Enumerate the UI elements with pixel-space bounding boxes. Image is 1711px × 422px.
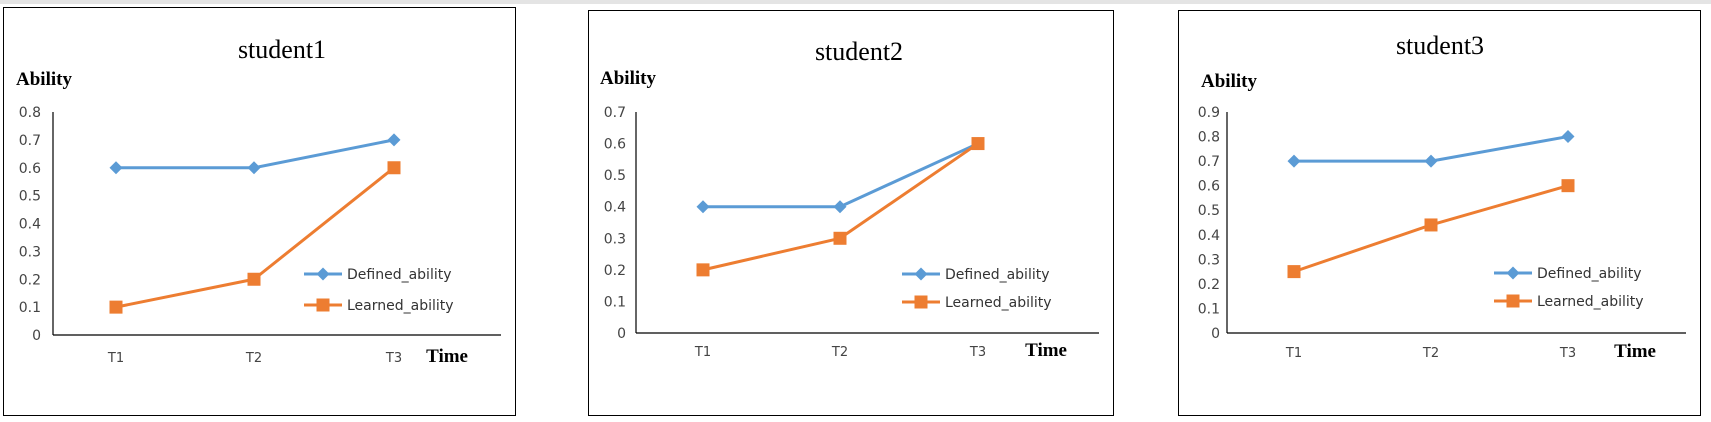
x-tick-label: T1 [1285, 346, 1302, 361]
y-tick-label: 0.6 [1198, 179, 1220, 195]
x-tick-label: T3 [969, 345, 986, 360]
y-tick-label: 0.1 [604, 294, 626, 310]
chart-panel-student1: student1 Ability Time 0 0.1 0.2 0.3 0.4 0.5 0.6 0.… [3, 7, 516, 416]
y-tick-label: 0.5 [1198, 203, 1220, 219]
data-point-Defined_ability [696, 200, 710, 214]
y-tick-label: 0.5 [604, 168, 626, 184]
y-tick-label: 0.2 [604, 263, 626, 279]
data-point-Defined_ability [1424, 154, 1438, 168]
x-axis-label: Time [426, 346, 468, 367]
y-tick-label: 0.2 [1198, 277, 1220, 293]
data-point-Learned_ability [971, 137, 985, 151]
x-tick-label: T3 [1559, 346, 1576, 361]
legend-label-Defined_ability: Defined_ability [945, 267, 1050, 283]
y-tick-label: 0.6 [604, 137, 626, 153]
data-point-Learned_ability [1424, 218, 1438, 232]
data-point-Learned_ability [1287, 265, 1301, 279]
chart-canvas: student2 Ability Time 0 0.1 0.2 0.3 0.4 0.5 0.6 0.… [600, 37, 1099, 361]
y-axis-label: Ability [1201, 71, 1257, 92]
data-point-Defined_ability [387, 133, 401, 147]
y-tick-label: 0 [1211, 326, 1220, 342]
y-tick-label: 0.8 [19, 105, 41, 121]
legend-label-Learned_ability: Learned_ability [1537, 294, 1644, 310]
legend-marker-Defined_ability [316, 267, 330, 281]
data-point-Learned_ability [1561, 179, 1575, 193]
y-axis-label: Ability [16, 69, 72, 90]
data-point-Defined_ability [109, 161, 123, 175]
legend-marker-Defined_ability [1506, 266, 1520, 280]
y-tick-label: 0 [617, 326, 626, 342]
data-point-Defined_ability [247, 161, 261, 175]
x-tick-label: T1 [107, 351, 124, 366]
y-tick-label: 0.7 [1198, 154, 1220, 170]
legend-label-Learned_ability: Learned_ability [347, 298, 454, 314]
y-tick-label: 0.4 [604, 200, 626, 216]
data-point-Defined_ability [833, 200, 847, 214]
legend-marker-Defined_ability [914, 267, 928, 281]
chart-title: student3 [1396, 31, 1484, 60]
x-tick-label: T2 [831, 345, 848, 360]
series-line-Defined_ability [703, 142, 979, 209]
y-tick-label: 0.4 [1198, 228, 1220, 244]
chart-canvas: student3 Ability Time 0 0.1 0.2 0.3 0.4 0.5 0.6 0.… [1198, 31, 1686, 362]
top-border-strip [0, 0, 1711, 4]
chart-panel-student3: student3 Ability Time 0 0.1 0.2 0.3 0.4 0.5 0.6 0.… [1178, 10, 1701, 416]
y-tick-label: 0.5 [19, 189, 41, 205]
data-point-Learned_ability [696, 263, 710, 277]
y-tick-label: 0 [32, 328, 41, 344]
series-line-Learned_ability [115, 166, 395, 309]
x-tick-label: T2 [1422, 346, 1439, 361]
y-tick-label: 0.1 [1198, 301, 1220, 317]
chart-title: student2 [815, 37, 903, 66]
legend-label-Learned_ability: Learned_ability [945, 295, 1052, 311]
legend-label-Defined_ability: Defined_ability [1537, 266, 1642, 282]
y-tick-label: 0.3 [19, 244, 41, 260]
x-axis-label: Time [1025, 340, 1067, 361]
y-tick-label: 0.7 [19, 133, 41, 149]
x-tick-label: T1 [694, 345, 711, 360]
y-axis-label: Ability [600, 68, 656, 89]
x-tick-label: T3 [385, 351, 402, 366]
chart-panel-student2: student2 Ability Time 0 0.1 0.2 0.3 0.4 0.5 0.6 0.… [588, 10, 1114, 416]
y-tick-label: 0.2 [19, 272, 41, 288]
y-tick-label: 0.3 [1198, 252, 1220, 268]
data-point-Learned_ability [833, 231, 847, 245]
y-tick-label: 0.3 [604, 231, 626, 247]
data-point-Defined_ability [1287, 154, 1301, 168]
y-tick-label: 0.4 [19, 217, 41, 233]
legend-marker-Learned_ability [914, 295, 928, 309]
chart-title: student1 [238, 35, 326, 64]
data-point-Learned_ability [109, 300, 123, 314]
data-point-Learned_ability [247, 272, 261, 286]
x-tick-label: T2 [245, 351, 262, 366]
legend-label-Defined_ability: Defined_ability [347, 267, 452, 283]
data-point-Learned_ability [387, 161, 401, 175]
legend-marker-Learned_ability [1506, 294, 1520, 308]
y-tick-label: 0.6 [19, 161, 41, 177]
data-point-Defined_ability [1561, 130, 1575, 144]
y-tick-label: 0.9 [1198, 105, 1220, 121]
y-tick-label: 0.1 [19, 300, 41, 316]
y-tick-label: 0.8 [1198, 130, 1220, 146]
legend-marker-Learned_ability [316, 298, 330, 312]
y-tick-label: 0.7 [604, 105, 626, 121]
x-axis-label: Time [1614, 341, 1656, 362]
chart-canvas: student1 Ability Time 0 0.1 0.2 0.3 0.4 0.5 0.6 0.… [16, 35, 501, 367]
